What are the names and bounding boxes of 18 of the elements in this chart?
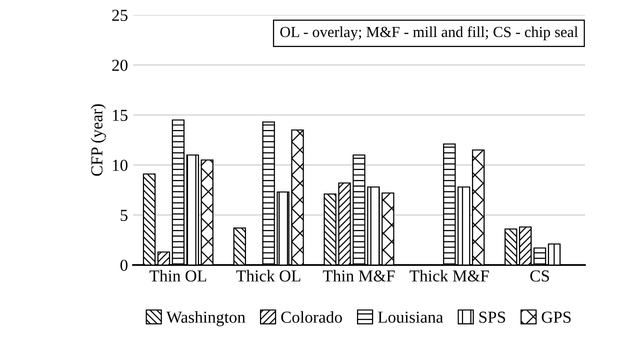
x-tick-label: Thin OL [150, 270, 206, 282]
y-tick-label: 15 [112, 110, 128, 121]
x-tick-label: Thin M&F [322, 270, 395, 282]
y-tick-label: 5 [120, 210, 128, 221]
x-tick-label: CS [530, 270, 549, 282]
legend-label: GPS [542, 312, 571, 323]
legend-label: Louisiana [378, 312, 444, 323]
y-axis-title: CFP (year) [90, 104, 106, 176]
y-tick-label: 20 [112, 60, 128, 71]
legend-label: Colorado [281, 311, 342, 323]
legend-label: Washington [166, 311, 246, 326]
legend-label: SPS [479, 312, 506, 323]
x-tick-label: Thick M&F [410, 270, 489, 282]
y-tick-label: 10 [112, 160, 128, 171]
x-tick-label: Thick OL [236, 270, 300, 282]
y-tick-label: 0 [120, 260, 128, 271]
y-tick-label: 25 [112, 10, 128, 21]
annotation: OL - overlay; M&F - mill and fill; CS - chip seal [280, 26, 578, 40]
